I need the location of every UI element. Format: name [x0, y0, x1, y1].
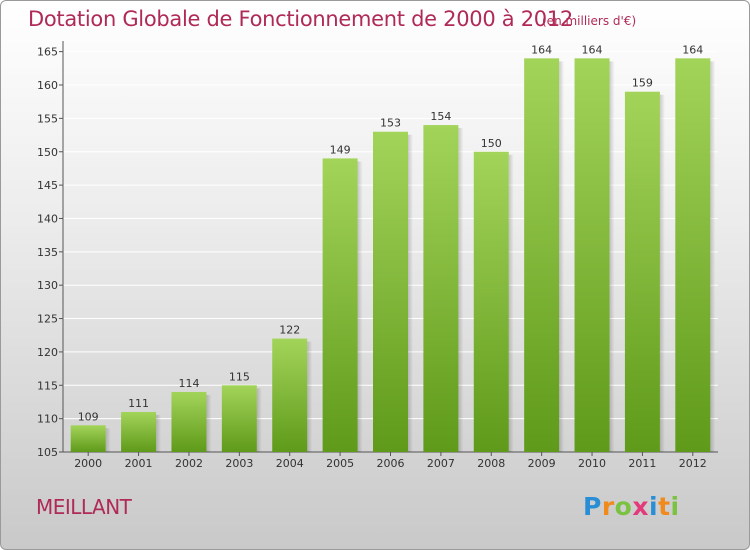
bar-shadow: [256, 388, 262, 452]
data-label-2004: 122: [279, 324, 300, 337]
logo-letter: r: [601, 492, 615, 521]
bar-shadow: [357, 161, 363, 453]
x-tick-label: 2011: [628, 457, 656, 470]
x-tick-label: 2001: [125, 457, 153, 470]
bar-2005: [322, 158, 358, 453]
brand-logo: Proxiti: [583, 492, 680, 521]
y-tick-label: 130: [37, 279, 58, 292]
logo-letter: i: [670, 492, 680, 521]
bar-2007: [423, 125, 459, 452]
bar-2010: [574, 58, 610, 452]
x-tick-label: 2009: [528, 457, 556, 470]
bar-2004: [272, 338, 308, 452]
data-label-2003: 115: [229, 370, 250, 383]
data-label-2000: 109: [78, 410, 99, 423]
y-tick-label: 145: [37, 179, 58, 192]
x-tick-label: 2002: [175, 457, 203, 470]
bar-shadow: [458, 128, 464, 452]
y-tick-label: 110: [37, 413, 58, 426]
bar-2001: [121, 411, 157, 452]
x-tick-label: 2012: [679, 457, 707, 470]
bar-2003: [221, 385, 257, 452]
bar-2009: [524, 58, 560, 452]
x-tick-label: 2010: [578, 457, 606, 470]
data-label-2008: 150: [481, 137, 502, 150]
y-tick-label: 105: [37, 446, 58, 459]
data-label-2011: 159: [632, 77, 653, 90]
y-tick-label: 155: [37, 112, 58, 125]
logo-letter: i: [649, 492, 659, 521]
bar-2002: [171, 391, 207, 452]
data-label-2010: 164: [582, 43, 603, 56]
logo-letter: t: [658, 492, 671, 521]
y-tick-label: 150: [37, 146, 58, 159]
x-tick-label: 2003: [225, 457, 253, 470]
x-tick-label: 2000: [74, 457, 102, 470]
y-tick-label: 120: [37, 346, 58, 359]
chart-title: Dotation Globale de Fonctionnement de 20…: [28, 7, 573, 31]
x-tick-label: 2008: [477, 457, 505, 470]
bar-2008: [473, 151, 509, 453]
data-label-2007: 154: [430, 110, 451, 123]
data-label-2006: 153: [380, 117, 401, 130]
y-tick-label: 125: [37, 313, 58, 326]
bar-shadow: [307, 341, 313, 452]
logo-letter: x: [632, 492, 649, 521]
bar-shadow: [609, 61, 615, 452]
bar-shadow: [156, 414, 162, 452]
x-tick-label: 2005: [326, 457, 354, 470]
logo-letter: o: [614, 492, 633, 521]
bar-shadow: [559, 61, 565, 452]
bar-shadow: [508, 154, 514, 453]
y-tick-label: 165: [37, 46, 58, 59]
y-tick-label: 115: [37, 379, 58, 392]
logo-letter: P: [583, 492, 602, 521]
bar-shadow: [659, 94, 665, 452]
data-label-2002: 114: [178, 377, 199, 390]
y-tick-label: 135: [37, 246, 58, 259]
commune-name: MEILLANT: [36, 495, 132, 519]
chart-subtitle: (en milliers d'€): [542, 14, 637, 28]
data-label-2009: 164: [531, 43, 552, 56]
bar-shadow: [105, 428, 111, 452]
bar-shadow: [408, 134, 413, 452]
bar-2006: [373, 131, 408, 452]
x-tick-label: 2006: [377, 457, 405, 470]
data-label-2012: 164: [682, 43, 703, 56]
y-tick-label: 140: [37, 212, 58, 225]
bar-shadow: [206, 394, 212, 452]
data-label-2005: 149: [330, 143, 351, 156]
bar-2012: [675, 58, 711, 452]
data-label-2001: 111: [128, 397, 149, 410]
y-tick-label: 160: [37, 79, 58, 92]
x-tick-label: 2004: [276, 457, 304, 470]
x-tick-label: 2007: [427, 457, 455, 470]
bar-2011: [624, 91, 660, 452]
bar-2000: [70, 425, 106, 452]
bar-shadow: [710, 61, 716, 452]
